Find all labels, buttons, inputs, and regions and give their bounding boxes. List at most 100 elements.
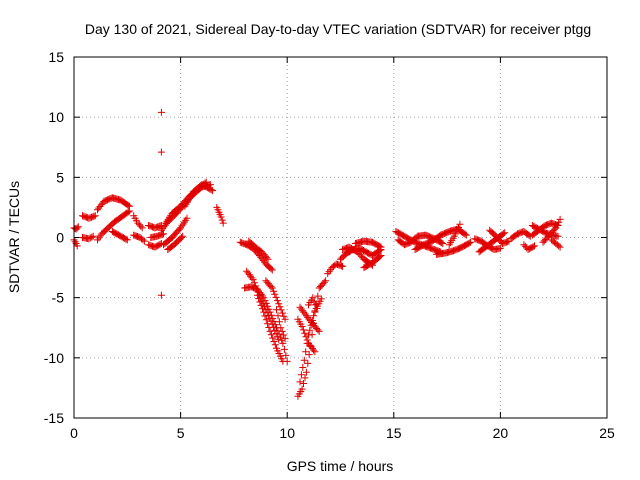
data-point	[551, 225, 559, 233]
data-point	[456, 220, 464, 228]
data-point	[465, 239, 473, 247]
x-tick-label: 5	[177, 425, 185, 441]
data-point	[219, 219, 227, 227]
data-point	[299, 326, 307, 334]
data-point	[302, 333, 310, 341]
chart-title: Day 130 of 2021, Sidereal Day-to-day VTE…	[85, 21, 591, 37]
data-point	[310, 346, 318, 354]
data-point	[275, 336, 283, 344]
data-point	[123, 236, 131, 244]
data-point	[157, 148, 165, 156]
data-point	[281, 335, 289, 343]
data-point	[85, 235, 93, 243]
data-point	[88, 233, 96, 241]
data-point	[122, 235, 130, 243]
data-point	[439, 240, 447, 247]
data-point	[377, 252, 385, 259]
data-point	[501, 229, 509, 237]
x-tick-label: 25	[599, 425, 615, 441]
data-point	[300, 356, 308, 364]
data-point	[160, 230, 167, 238]
data-point	[217, 213, 225, 221]
data-point	[137, 222, 145, 230]
data-point	[438, 239, 446, 247]
data-point	[296, 378, 304, 386]
data-point	[254, 288, 262, 296]
data-point	[253, 291, 261, 299]
data-point	[302, 368, 310, 376]
data-point	[276, 303, 284, 311]
axis-ticks: 0 5 10 15 20 25 -15 -10 -5 0 5 10 15	[44, 49, 615, 441]
y-tick-label: 10	[48, 109, 64, 125]
data-point	[297, 371, 305, 379]
data-point	[555, 218, 563, 226]
data-point	[209, 187, 217, 195]
data-point	[377, 243, 385, 251]
data-point	[268, 266, 276, 274]
data-point	[298, 385, 306, 393]
data-point	[139, 236, 147, 244]
data-point	[271, 341, 279, 349]
data-point	[259, 305, 266, 313]
data-point	[467, 238, 475, 246]
data-point	[455, 224, 462, 231]
data-point	[453, 227, 461, 235]
y-tick-label: 5	[56, 169, 64, 185]
data-point	[301, 329, 309, 337]
data-point	[179, 232, 187, 240]
data-point	[255, 295, 263, 303]
data-point	[320, 278, 328, 286]
data-point	[279, 357, 287, 365]
data-point	[178, 234, 185, 241]
data-point	[313, 305, 321, 312]
data-point	[452, 230, 460, 238]
data-point	[266, 327, 274, 335]
data-point	[310, 297, 318, 305]
data-point	[256, 298, 264, 306]
data-point	[461, 230, 469, 238]
data-point	[124, 201, 132, 209]
data-point	[265, 324, 273, 331]
data-point	[376, 253, 384, 261]
grid-lines	[74, 57, 607, 418]
data-point	[303, 336, 311, 344]
data-point	[312, 301, 320, 309]
data-point	[314, 326, 322, 334]
data-point	[306, 326, 314, 334]
data-point	[317, 295, 325, 303]
data-point	[71, 238, 79, 246]
data-point	[248, 274, 256, 282]
data-point	[267, 265, 275, 273]
data-point	[89, 232, 97, 240]
data-point	[302, 348, 310, 356]
data-point	[273, 306, 280, 314]
data-point	[311, 348, 319, 356]
data-point	[157, 108, 165, 116]
y-tick-label: 0	[56, 230, 64, 246]
data-point	[376, 242, 384, 250]
data-point	[299, 364, 307, 371]
data-point	[86, 234, 94, 242]
data-point	[554, 232, 562, 240]
data-point	[263, 254, 271, 262]
data-point	[270, 338, 278, 345]
y-tick-label: 15	[48, 49, 64, 65]
data-point	[279, 339, 287, 347]
data-point	[315, 327, 323, 335]
data-point	[271, 326, 279, 334]
data-point	[298, 323, 306, 330]
x-tick-label: 0	[70, 425, 78, 441]
x-tick-label: 10	[279, 425, 295, 441]
data-point	[556, 215, 564, 223]
data-point	[273, 333, 281, 341]
data-point	[300, 380, 307, 387]
data-point	[252, 282, 260, 290]
data-point	[140, 237, 148, 245]
data-point	[272, 330, 280, 337]
data-point	[91, 212, 99, 220]
data-point	[275, 318, 283, 326]
data-point	[264, 255, 272, 263]
data-point	[267, 283, 275, 291]
data-point	[270, 287, 278, 295]
